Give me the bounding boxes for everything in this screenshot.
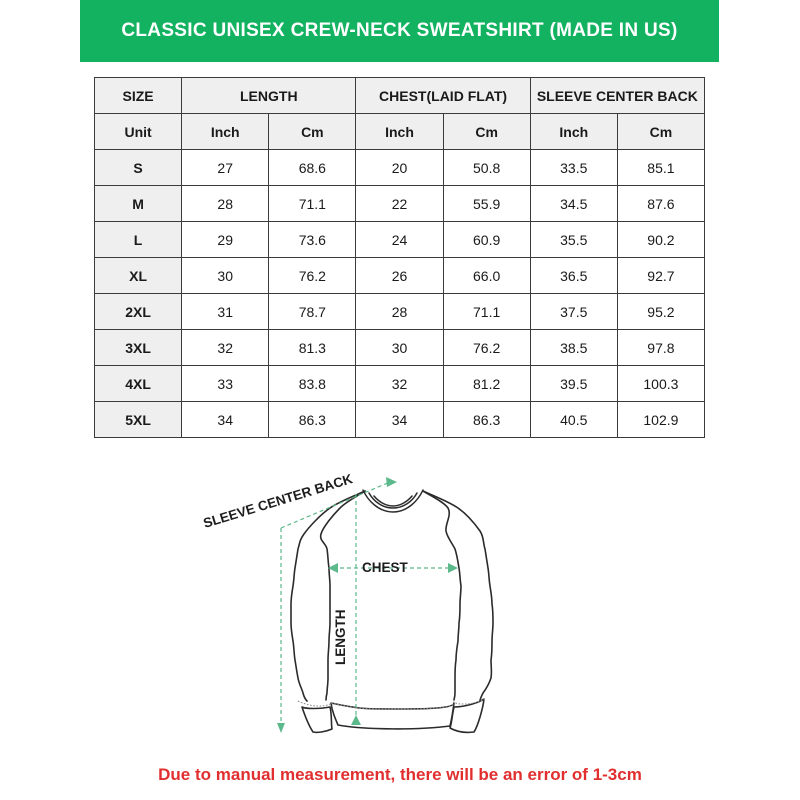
svg-text:LENGTH: LENGTH [333,610,348,666]
svg-text:CHEST: CHEST [362,560,409,575]
svg-text:SLEEVE CENTER BACK: SLEEVE CENTER BACK [201,471,354,531]
